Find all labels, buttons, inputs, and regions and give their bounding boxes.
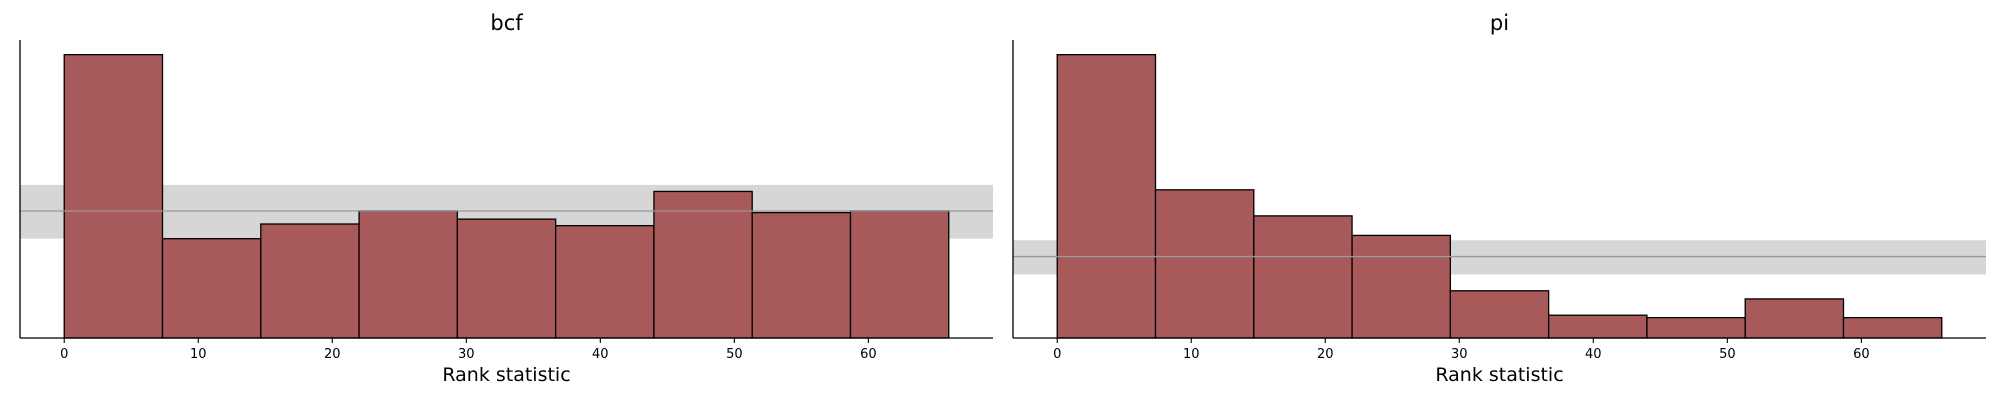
histogram-bar [1056, 54, 1157, 339]
histogram-bar [1842, 316, 1943, 339]
histogram-bar [1154, 189, 1255, 339]
histogram-bar [161, 238, 262, 339]
x-tick-label: 10 [190, 347, 207, 362]
x-tick-label: 50 [1719, 347, 1736, 362]
histogram-bar [554, 224, 655, 339]
histogram-bar [358, 210, 459, 339]
chart-title: pi [1490, 11, 1509, 35]
histogram-bar [1351, 234, 1452, 339]
x-tick-label: 60 [860, 347, 877, 362]
x-tick-label: 0 [60, 347, 68, 362]
x-axis-label: Rank statistic [1435, 364, 1563, 386]
histogram-bar [260, 223, 360, 339]
histogram-bar [1744, 298, 1845, 339]
histogram-bar [1547, 314, 1648, 339]
histogram-bar [456, 218, 557, 339]
histogram-panel-bcf: 0 10 20 30 40 50 60 bcf Rank statistic [19, 11, 993, 386]
x-tick-label: 40 [592, 347, 609, 362]
x-axis-label: Rank statistic [442, 364, 570, 386]
x-tick-label: 10 [1183, 347, 1200, 362]
x-tick-label: 50 [726, 347, 743, 362]
histogram-panel-pi: 0 10 20 30 40 50 60 pi Rank statistic [1012, 11, 1986, 386]
chart-title: bcf [490, 11, 523, 35]
x-tick-label: 30 [458, 347, 475, 362]
histogram-bar [63, 54, 164, 339]
x-tick-label: 20 [1317, 347, 1334, 362]
x-tick-label: 60 [1853, 347, 1870, 362]
histogram-bar [1253, 215, 1353, 339]
x-tick-label: 30 [1451, 347, 1468, 362]
x-tick-label: 40 [1585, 347, 1602, 362]
histogram-bar [1449, 290, 1550, 339]
histogram-bar [653, 190, 753, 339]
x-tick-label: 20 [324, 347, 341, 362]
histogram-bar [849, 210, 950, 339]
histogram-bar [751, 211, 852, 339]
x-tick-label: 0 [1053, 347, 1061, 362]
histogram-bar [1646, 316, 1746, 339]
